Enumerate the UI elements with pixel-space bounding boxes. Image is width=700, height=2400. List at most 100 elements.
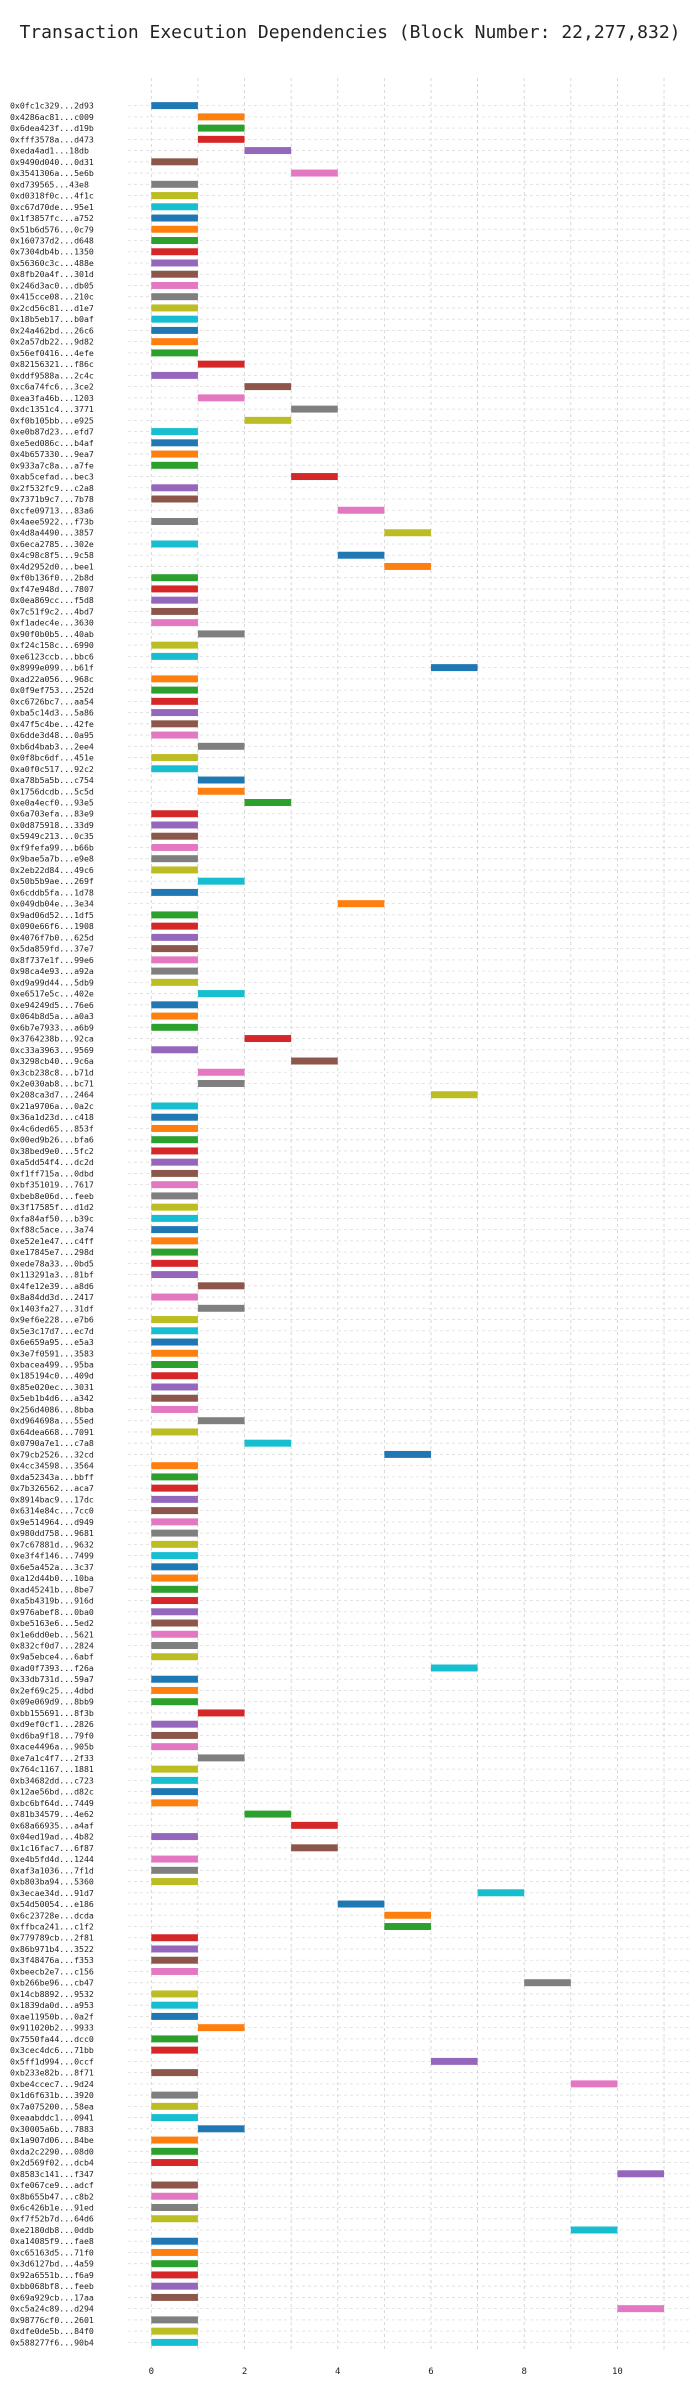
bar-0x98ca4e93...a92a: [151, 967, 198, 975]
y-tick-label: 0x86b971b4...3522: [10, 1944, 94, 1954]
y-tick-label: 0x1403fa27...31df: [10, 1303, 94, 1313]
y-tick-label: 0x9ef6e228...e7b6: [10, 1315, 94, 1325]
y-tick-label: 0xa5b4319b...916d: [10, 1596, 94, 1606]
bar-0x38bed9e0...5fc2: [151, 1147, 198, 1155]
y-tick-label: 0x4d8a4490...3857: [10, 528, 94, 538]
y-tick-label: 0x0f9ef753...252d: [10, 685, 94, 695]
bar-0xe0a4ecf0...93e5: [244, 799, 292, 806]
y-tick-label: 0x68a66935...a4af: [10, 1820, 94, 1830]
bar-0xc65163d5...71f0: [151, 2248, 198, 2256]
y-tick-label: 0x415cce08...210c: [10, 292, 94, 302]
bar-0x90f0b0b5...40ab: [197, 630, 245, 638]
bar-0x911020b2...9933: [197, 2024, 245, 2032]
bar-0xfe067ce9...adcf: [151, 2181, 198, 2189]
y-tick-label: 0xbe5163e6...5ed2: [10, 1618, 94, 1628]
y-tick-label: 0xad22a056...968c: [10, 674, 94, 684]
bar-0x588277f6...90b4: [151, 2338, 198, 2346]
y-tick-label: 0x4b657330...9ea7: [10, 449, 94, 459]
bar-0x8a84dd3d...2417: [151, 1293, 198, 1301]
y-tick-label: 0xad0f7393...f26a: [10, 1663, 94, 1673]
bar-0x113291a3...81bf: [151, 1271, 198, 1279]
bar-0xf7f52b7d...64d6: [151, 2215, 198, 2223]
bar-0xf9fefa99...b66b: [151, 843, 198, 851]
y-tick-label: 0x5949c213...0c35: [10, 831, 94, 841]
y-tick-label: 0x911020b2...9933: [10, 2023, 94, 2033]
bar-0x5eb1b4d6...a342: [151, 1394, 198, 1402]
y-tick-label: 0xfa84af50...b39c: [10, 1213, 94, 1223]
y-tick-label: 0x7304db4b...1350: [10, 247, 94, 257]
y-tick-label: 0xb34682dd...c723: [10, 1775, 94, 1785]
y-tick-label: 0xe5ed086c...b4af: [10, 438, 94, 448]
y-tick-label: 0xe4b5fd4d...1244: [10, 1854, 94, 1864]
bar-0x6dea423f...d19b: [197, 124, 245, 132]
y-tick-label: 0xf1adec4e...3630: [10, 618, 94, 628]
bar-0xab5cefad...bec3: [291, 473, 338, 481]
bar-0x4286ac81...c009: [197, 113, 245, 121]
y-tick-label: 0x98776cf0...2601: [10, 2315, 94, 2325]
y-tick-label: 0x9e514964...d949: [10, 1517, 94, 1527]
y-tick-label: 0xdc1351c4...3771: [10, 404, 94, 414]
y-tick-label: 0xd6ba9f18...79f0: [10, 1730, 94, 1740]
bar-0x8583c141...f347: [617, 2170, 665, 2178]
bar-0x4cc34598...3564: [151, 1462, 198, 1470]
bar-0x9bae5a7b...e9e8: [151, 855, 198, 863]
y-tick-label: 0x50b5b9ae...269f: [10, 876, 94, 886]
y-tick-label: 0xf1ff715a...0dbd: [10, 1168, 94, 1178]
bar-0x2eb22d84...49c6: [151, 866, 198, 874]
bar-0x0f9ef753...252d: [151, 686, 198, 694]
bar-0x779789cb...2f81: [151, 1934, 198, 1942]
bar-0xffbca241...c1f2: [384, 1923, 431, 1930]
bars: [151, 102, 665, 2346]
bar-0x090e66f6...1908: [151, 922, 198, 930]
bar-0x415cce08...210c: [151, 293, 198, 301]
bar-0x6e5a452a...3c37: [151, 1563, 198, 1571]
bar-0x8914bac9...17dc: [151, 1495, 198, 1503]
y-tick-label: 0x7c67881d...9632: [10, 1539, 94, 1549]
y-tick-label: 0x2ef69c25...4dbd: [10, 1685, 94, 1695]
bar-0xa0f0c517...92c2: [151, 765, 198, 773]
y-tick-label: 0xe6517e5c...402e: [10, 989, 94, 999]
y-tick-label: 0xa78b5a5b...c754: [10, 775, 94, 785]
y-tick-label: 0xe94249d5...76e6: [10, 1000, 94, 1010]
y-tick-label: 0xf24c158c...6990: [10, 640, 94, 650]
y-tick-label: 0x82156321...f86c: [10, 359, 94, 369]
y-tick-label: 0xc5a24c89...d294: [10, 2304, 94, 2314]
y-tick-label: 0x24a462bd...26c6: [10, 325, 94, 335]
y-tick-label: 0x933a7c8a...a7fe: [10, 460, 94, 470]
bar-0xf1adec4e...3630: [151, 619, 198, 627]
y-tick-label: 0x8fb20a4f...301d: [10, 269, 94, 279]
bar-0xc5a24c89...d294: [617, 2305, 665, 2313]
y-tick-label: 0x3e7f0591...3583: [10, 1348, 94, 1358]
y-tick-label: 0x54d50054...e186: [10, 1899, 94, 1909]
bar-0x4c6ded65...853f: [151, 1124, 198, 1132]
bar-0x3cec4dc6...71bb: [151, 2046, 198, 2054]
bar-0xa5b4319b...916d: [151, 1597, 198, 1605]
bar-0xcfe09713...83a6: [337, 506, 385, 514]
y-tick-label: 0x5eb1b4d6...a342: [10, 1393, 94, 1403]
y-tick-label: 0x4cc34598...3564: [10, 1461, 94, 1471]
bar-0x9e514964...d949: [151, 1518, 198, 1526]
bar-0x2e030ab8...bc71: [197, 1080, 245, 1087]
y-tick-label: 0x6dea423f...d19b: [10, 123, 94, 133]
bar-0x09e069d9...8bb9: [151, 1698, 198, 1706]
y-tick-label: 0x90f0b0b5...40ab: [10, 629, 94, 639]
y-tick-label: 0x14cb8892...9532: [10, 1989, 94, 1999]
y-tick-label: 0x3cec4dc6...71bb: [10, 2045, 94, 2055]
bar-0x160737d2...d648: [151, 237, 198, 244]
bar-0x6e659a95...e5a3: [151, 1338, 198, 1346]
y-tick-label: 0x98ca4e93...a92a: [10, 966, 94, 976]
y-tick-label: 0x1a907d06...84be: [10, 2135, 94, 2145]
bar-0x4d2952d0...bee1: [384, 562, 431, 570]
y-tick-label: 0x980dd758...9681: [10, 1528, 94, 1538]
y-tick-label: 0x588277f6...90b4: [10, 2337, 94, 2347]
bar-0xc6726bc7...aa54: [151, 697, 198, 705]
bar-0xc67d70de...95e1: [151, 203, 198, 211]
y-tick-label: 0x8f737e1f...99e6: [10, 955, 94, 965]
bar-0xf88c5ace...3a74: [151, 1226, 198, 1234]
bar-0xd964698a...55ed: [197, 1417, 245, 1425]
bar-0x6c426b1e...91ed: [151, 2204, 198, 2211]
y-tick-label: 0xe52e1e47...c4ff: [10, 1236, 94, 1246]
y-tick-label: 0xede78a33...0bd5: [10, 1258, 94, 1268]
bar-0x7a075200...58ea: [151, 2102, 198, 2110]
